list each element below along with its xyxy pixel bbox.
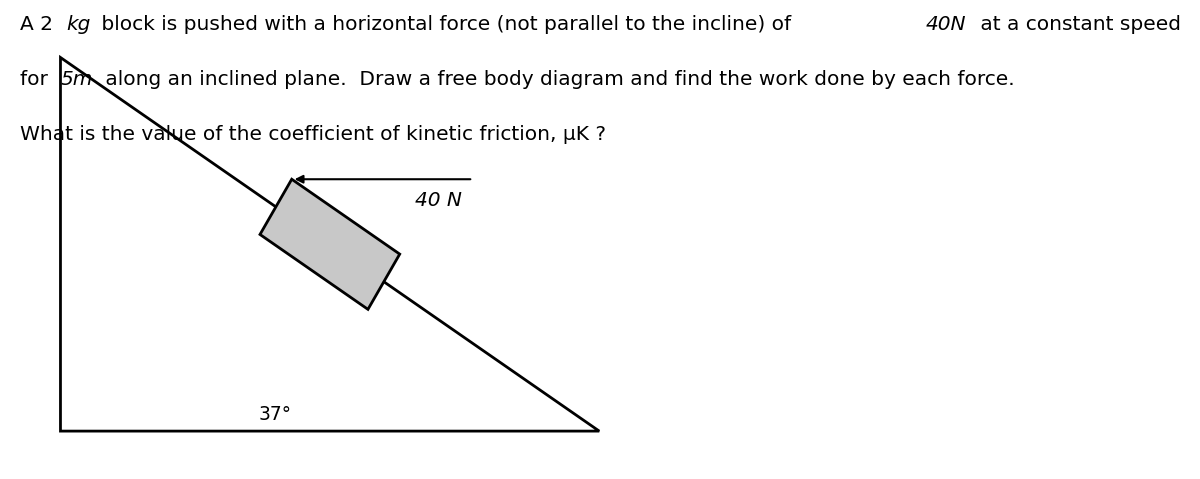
Text: along an inclined plane.  Draw a free body diagram and find the work done by eac: along an inclined plane. Draw a free bod… [98, 70, 1014, 90]
Text: for: for [19, 70, 54, 90]
Text: 40N: 40N [925, 15, 966, 34]
Text: at a constant speed: at a constant speed [973, 15, 1181, 34]
Text: A 2: A 2 [19, 15, 59, 34]
Text: block is pushed with a horizontal force (not parallel to the incline) of: block is pushed with a horizontal force … [95, 15, 798, 34]
Text: 37°: 37° [258, 405, 292, 424]
Polygon shape [260, 179, 400, 309]
Text: What is the value of the coefficient of kinetic friction, μK ?: What is the value of the coefficient of … [19, 125, 606, 145]
Text: 40 N: 40 N [415, 191, 462, 210]
Text: kg: kg [66, 15, 91, 34]
Text: 5m: 5m [60, 70, 92, 90]
